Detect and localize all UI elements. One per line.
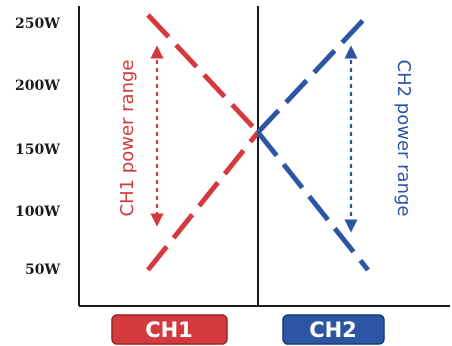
ch1-series-line [146, 130, 260, 272]
ch1-category-label: CH1 [145, 318, 193, 342]
y-tick-label: 200W [15, 78, 60, 94]
ch2-category-button: CH2 [282, 314, 385, 345]
ch2-category-label: CH2 [309, 318, 357, 342]
ch2-series-line [256, 130, 370, 272]
y-tick-label: 250W [15, 16, 60, 32]
ch1-range-label: CH1 power range [117, 60, 138, 217]
y-tick-label: 50W [25, 262, 60, 278]
ch1-series-line [146, 13, 260, 135]
ch2-series-line [256, 13, 370, 135]
ch1-category-button: CH1 [111, 314, 228, 345]
y-tick-label: 100W [15, 204, 60, 220]
y-tick-label: 150W [15, 142, 60, 158]
ch2-range-label: CH2 power range [393, 60, 414, 217]
